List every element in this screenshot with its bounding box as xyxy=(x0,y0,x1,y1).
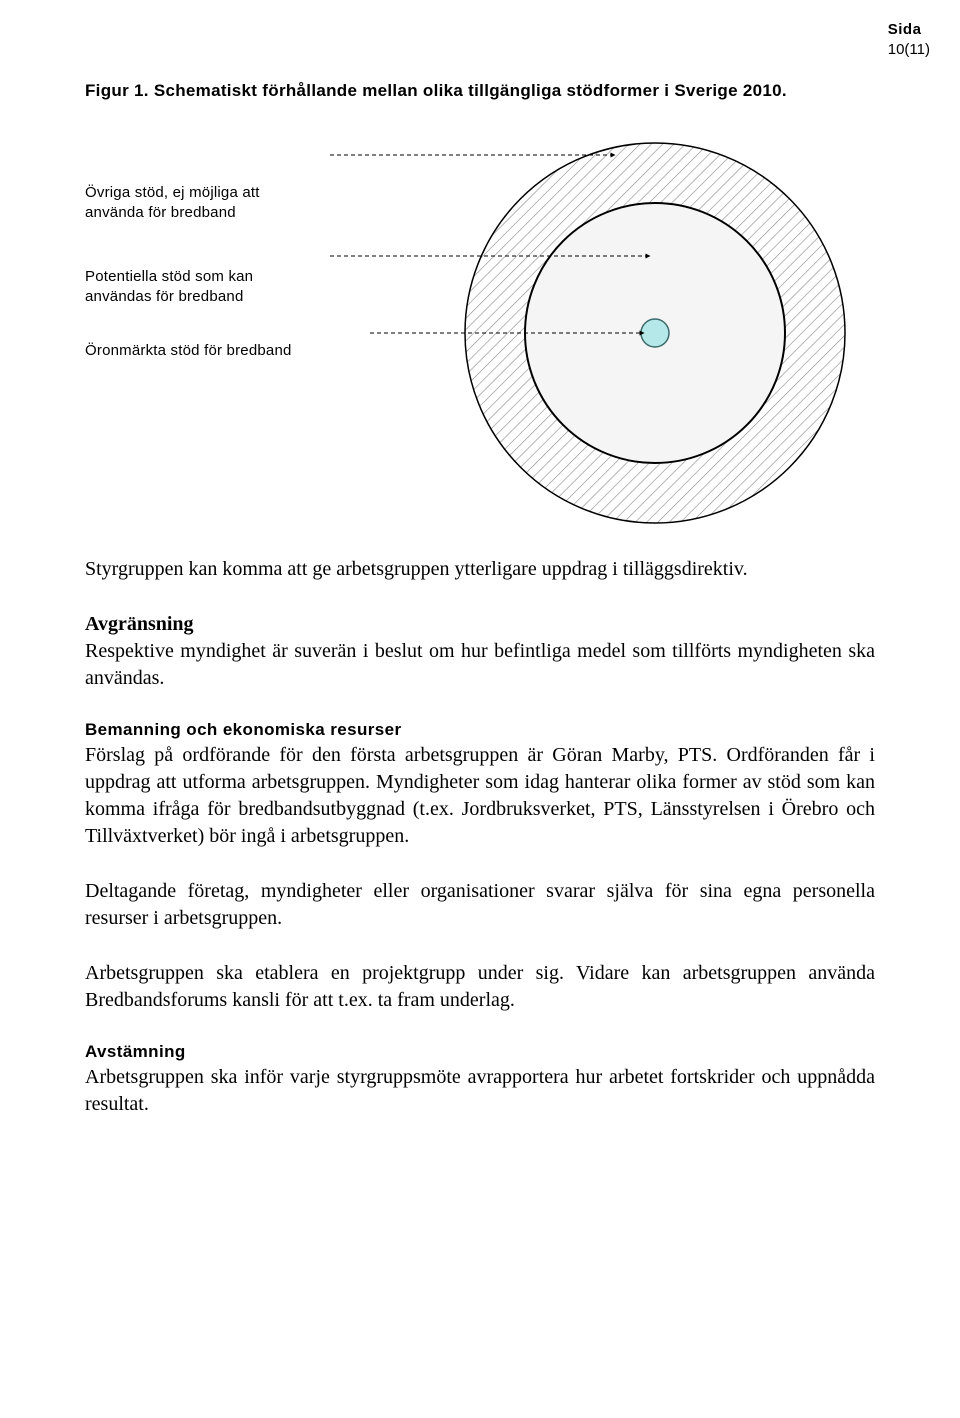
page-number: 10(11) xyxy=(888,40,930,60)
paragraph-bemanning-3: Arbetsgruppen ska etablera en projektgru… xyxy=(85,960,875,1014)
paragraph-styrgruppen: Styrgruppen kan komma att ge arbetsgrupp… xyxy=(85,556,875,583)
diagram-label-2: Öronmärkta stöd för bredband xyxy=(85,341,292,361)
figure-caption: Figur 1. Schematiskt förhållande mellan … xyxy=(85,80,875,103)
heading-avstamning: Avstämning xyxy=(85,1042,875,1062)
paragraph-bemanning-2: Deltagande företag, myndigheter eller or… xyxy=(85,878,875,932)
sida-label: Sida xyxy=(888,20,930,40)
paragraph-bemanning-1: Förslag på ordförande för den första arb… xyxy=(85,742,875,850)
heading-bemanning: Bemanning och ekonomiska resurser xyxy=(85,720,875,740)
paragraph-avstamning: Arbetsgruppen ska inför varje styrgrupps… xyxy=(85,1064,875,1118)
paragraph-avgransning: Avgränsning Respektive myndighet är suve… xyxy=(85,611,875,692)
avgransning-heading: Avgränsning xyxy=(85,613,194,635)
schematic-diagram: Övriga stöd, ej möjliga attanvända för b… xyxy=(85,133,875,528)
page-header-right: Sida 10(11) xyxy=(888,20,930,61)
avgransning-text: Respektive myndighet är suverän i beslut… xyxy=(85,640,875,689)
diagram-label-1: Potentiella stöd som kananvändas för bre… xyxy=(85,267,253,308)
diagram-label-0: Övriga stöd, ej möjliga attanvända för b… xyxy=(85,183,260,224)
